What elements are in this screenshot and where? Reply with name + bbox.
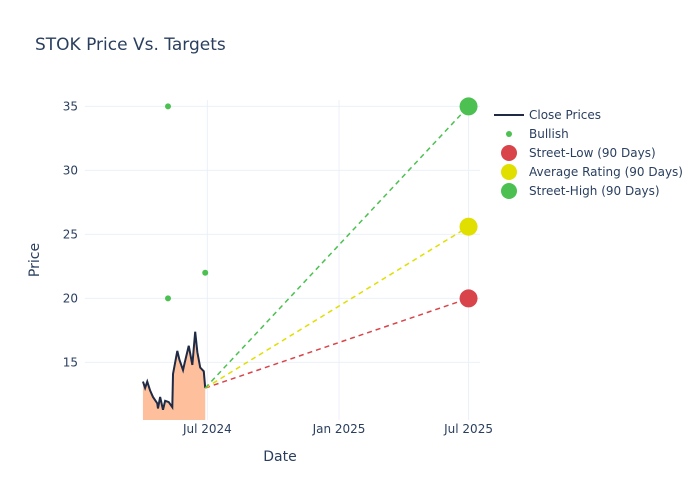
legend-marker-icon [501, 183, 517, 199]
y-tick-label: 25 [63, 227, 78, 241]
legend: Close Prices Bullish Street-Low (90 Days) A… [494, 108, 683, 199]
x-axis-label: Date [263, 449, 296, 465]
chart-title: STOK Price Vs. Targets [35, 35, 226, 55]
target-marker [459, 217, 478, 236]
legend-label: Street-High (90 Days) [529, 184, 660, 198]
bullish-point [202, 269, 209, 276]
target-line [204, 105, 470, 389]
y-axis-label: Price [27, 243, 43, 277]
legend-label: Street-Low (90 Days) [529, 146, 656, 160]
y-tick-label: 15 [63, 355, 78, 369]
bullish-point [165, 103, 172, 110]
target-marker [459, 97, 478, 116]
y-tick-label: 20 [63, 291, 78, 305]
bullish-point [165, 295, 172, 302]
legend-label: Average Rating (90 Days) [529, 165, 683, 179]
legend-marker-icon [501, 145, 517, 161]
x-tick-label: Jan 2025 [312, 422, 366, 436]
y-tick-label: 30 [63, 163, 78, 177]
x-tick-label: Jul 2024 [182, 422, 232, 436]
target-marker [459, 289, 478, 308]
y-tick-label: 35 [63, 99, 78, 113]
target-line [204, 297, 469, 389]
x-tick-label: Jul 2025 [443, 422, 493, 436]
legend-marker-icon [506, 131, 512, 137]
legend-label: Close Prices [529, 108, 601, 122]
close-price-line [142, 331, 207, 411]
legend-marker-icon [501, 164, 517, 180]
target-line [204, 226, 469, 389]
legend-label: Bullish [529, 127, 569, 141]
